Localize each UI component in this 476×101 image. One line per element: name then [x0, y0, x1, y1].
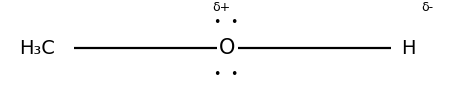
Text: •: •: [229, 16, 237, 29]
Text: •: •: [212, 68, 220, 81]
Text: δ+: δ+: [212, 1, 230, 14]
Text: δ-: δ-: [420, 1, 432, 14]
Text: •: •: [229, 68, 237, 81]
Text: O: O: [218, 38, 234, 58]
Text: H: H: [400, 39, 414, 58]
Text: H₃C: H₃C: [19, 39, 55, 58]
Text: •: •: [212, 16, 220, 29]
